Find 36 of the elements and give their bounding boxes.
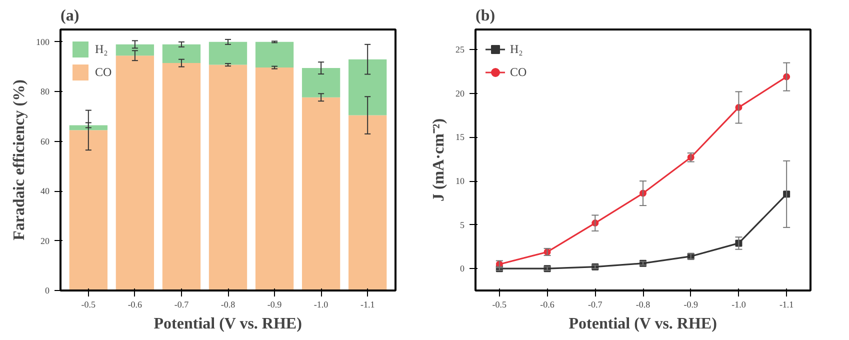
x-tick-label: -1.1 <box>360 300 375 310</box>
y-tick-label: 80 <box>40 86 50 97</box>
x-tick-label: -0.9 <box>684 300 698 310</box>
y-tick-label: 5 <box>460 220 465 230</box>
y-axis-title: Faradaic efficiency (%) <box>11 80 28 240</box>
y-tick-label: 0 <box>45 286 50 296</box>
y-tick-label: 20 <box>40 236 50 246</box>
legend-label: H₂ <box>95 42 109 56</box>
legend-label: CO <box>510 64 528 80</box>
x-tick-label: -1.0 <box>314 300 329 310</box>
y-tick-label: 20 <box>456 88 465 98</box>
x-tick-label: -0.5 <box>81 300 96 310</box>
y-axis-title: J (mA·cm⁻²) <box>430 118 448 202</box>
y-tick-label: 60 <box>40 136 50 146</box>
x-tick-label: -0.9 <box>267 300 282 310</box>
y-tick-label: 0 <box>460 264 465 274</box>
y-tick-label: 100 <box>36 36 50 47</box>
x-tick-label: -1.1 <box>779 300 794 310</box>
x-tick-label: -1.0 <box>732 300 746 310</box>
chart-title: (b) <box>476 8 496 24</box>
chart-title: (a) <box>60 8 80 24</box>
y-tick-label: 10 <box>456 176 465 186</box>
x-tick-label: -0.6 <box>128 300 143 310</box>
legend-label: CO <box>95 64 113 80</box>
x-axis-title: Potential (V vs. RHE) <box>154 316 302 332</box>
y-tick-label: 25 <box>456 44 465 55</box>
x-axis-title: Potential (V vs. RHE) <box>568 316 717 332</box>
x-tick-label: -0.8 <box>220 300 236 310</box>
x-tick-label: -0.8 <box>636 300 651 310</box>
x-tick-label: -0.7 <box>588 300 603 310</box>
x-tick-label: -0.7 <box>174 300 190 310</box>
x-tick-label: -0.6 <box>540 300 555 310</box>
y-tick-label: 40 <box>40 186 50 196</box>
y-tick-label: 15 <box>456 132 465 142</box>
legend-label: H₂ <box>510 42 524 56</box>
x-tick-label: -0.5 <box>492 300 508 310</box>
